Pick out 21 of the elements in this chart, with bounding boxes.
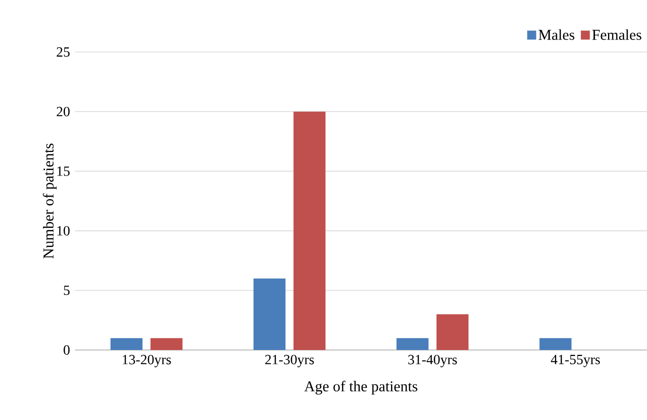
y-tick-label: 20 [56, 106, 70, 116]
x-tick-label: 21-30yrs [265, 354, 314, 368]
x-tick-label: 31-40yrs [408, 354, 457, 368]
bar [150, 338, 182, 350]
y-tick-label: 25 [56, 47, 70, 57]
bar [254, 278, 286, 350]
x-tick-label: 13-20yrs [122, 354, 171, 368]
y-tick-label: 15 [57, 166, 70, 176]
x-tick-label: 41-55yrs [550, 354, 600, 368]
bar [396, 338, 429, 350]
legend-label: Males [538, 29, 574, 40]
y-tick-label: 10 [57, 226, 70, 236]
bar [294, 112, 326, 350]
y-axis-title: Number of patients [42, 144, 57, 258]
bar [110, 338, 142, 350]
bar [540, 338, 572, 350]
legend-label: Females [592, 29, 642, 40]
bar [436, 314, 469, 350]
y-tick-label: 5 [64, 286, 70, 296]
y-tick-label: 0 [64, 345, 70, 355]
x-axis-title: Age of the patients [304, 380, 418, 395]
